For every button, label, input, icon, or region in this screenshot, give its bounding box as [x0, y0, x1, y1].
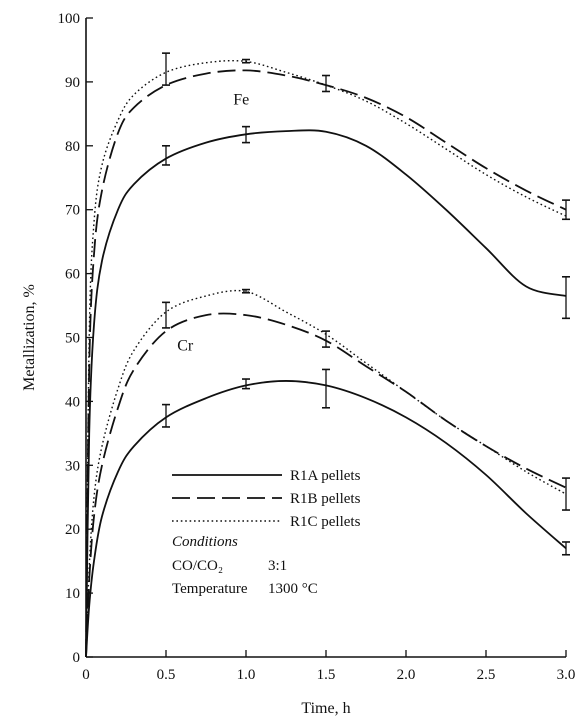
y-tick-label: 20 — [65, 522, 80, 538]
legend-label: R1B pellets — [290, 491, 361, 507]
x-axis-label: Time, h — [301, 700, 350, 717]
series-line-fe-r1c — [85, 59, 567, 658]
series-line-fe-r1b — [85, 69, 567, 658]
group-label-cr: Cr — [177, 337, 194, 354]
y-tick-label: 40 — [65, 394, 80, 410]
legend-label: R1C pellets — [290, 514, 361, 530]
x-tick-label: 1.0 — [237, 667, 256, 683]
y-tick-label: 60 — [65, 267, 80, 283]
x-tick-label: 2.5 — [477, 667, 496, 683]
conditions-title: Conditions — [172, 534, 238, 550]
error-bar — [162, 403, 170, 428]
error-bar — [242, 288, 250, 294]
x-tick-label: 3.0 — [557, 667, 576, 683]
error-bar — [242, 58, 250, 64]
y-tick-label: 30 — [65, 458, 80, 474]
error-bar — [162, 52, 170, 86]
series-line-cr-r1b — [85, 312, 567, 658]
conditions-label: Temperature — [172, 581, 248, 597]
conditions-value: 1300 °C — [268, 581, 318, 597]
y-tick-label: 80 — [65, 139, 80, 155]
error-bar — [562, 275, 570, 320]
conditions-value: 3:1 — [268, 558, 287, 574]
legend-label: R1A pellets — [290, 468, 361, 484]
error-bar — [322, 74, 330, 93]
error-bar — [162, 145, 170, 166]
error-bar — [562, 541, 570, 556]
error-bar — [242, 378, 250, 390]
y-tick-label: 0 — [73, 650, 81, 666]
x-tick-label: 0 — [82, 667, 90, 683]
error-bar — [562, 477, 570, 511]
x-tick-label: 1.5 — [317, 667, 336, 683]
conditions-label: CO/CO₂ — [172, 558, 223, 574]
x-tick-label: 2.0 — [397, 667, 416, 683]
series-line-fe-r1a — [85, 129, 567, 658]
y-tick-label: 100 — [58, 11, 81, 27]
x-tick-label: 0.5 — [157, 667, 176, 683]
group-label-fe: Fe — [233, 91, 249, 108]
error-bar — [162, 301, 170, 329]
y-tick-label: 90 — [65, 75, 80, 91]
y-tick-label: 10 — [65, 586, 80, 602]
error-bar — [242, 125, 250, 144]
y-axis-label: Metallization, % — [21, 284, 38, 391]
series-line-cr-r1c — [85, 289, 567, 658]
error-bar — [322, 368, 330, 409]
error-bar — [562, 199, 570, 221]
y-tick-label: 70 — [65, 203, 80, 219]
y-tick-label: 50 — [65, 331, 80, 347]
